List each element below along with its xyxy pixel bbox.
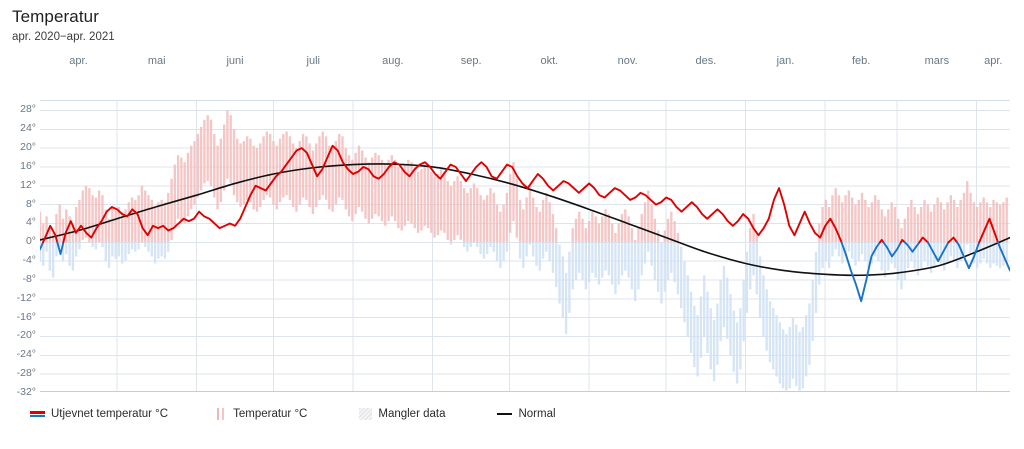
x-axis-tick-label: juni (226, 55, 244, 67)
x-axis-tick-label: jan. (776, 55, 795, 67)
y-axis-labels: 28° 24° 20° 16° 12° 8° 4° 0° -4° -8° -12° -16° -20° -… (0, 100, 36, 398)
y-axis-tick-label: 28° (20, 103, 36, 116)
chart-canvas (40, 101, 1010, 391)
y-axis-tick-label: 8° (25, 197, 36, 210)
y-axis-tick-label: 20° (20, 141, 36, 154)
y-axis-tick-label: -24° (16, 348, 36, 361)
chart-subtitle: apr. 2020−apr. 2021 (12, 31, 115, 43)
x-axis-tick-label: apr. (69, 55, 88, 67)
x-axis-tick-label: apr. (984, 55, 1003, 67)
x-axis-tick-label: sep. (460, 55, 482, 67)
y-axis-tick-label: -28° (16, 367, 36, 380)
x-axis-month-labels: apr. mai juni juli aug. sep. okt. nov. des. jan. f… (40, 52, 1010, 70)
y-axis-tick-label: -16° (16, 310, 36, 323)
x-axis-tick-label: feb. (851, 55, 871, 67)
page-title: Temperatur (12, 7, 99, 26)
y-axis-tick-label: -32° (16, 386, 36, 398)
x-axis-tick-label: okt. (540, 55, 559, 67)
range-bars-swatch (215, 408, 227, 420)
y-axis-tick-label: -8° (22, 272, 36, 285)
y-axis-tick-label: 16° (20, 159, 36, 172)
chart-legend: Utjevnet temperatur °C Temperatur °C Mangl… (30, 405, 556, 423)
y-axis-tick-label: -20° (16, 329, 36, 342)
plot-inner (40, 101, 1010, 391)
x-axis-tick-label: nov. (617, 55, 638, 67)
legend-item[interactable]: Mangler data (359, 407, 445, 421)
normal-curve-line (40, 163, 1010, 277)
legend-item-label: Temperatur °C (233, 408, 308, 420)
legend-item[interactable]: Utjevnet temperatur °C (30, 407, 168, 421)
legend-item[interactable]: Temperatur °C (215, 407, 307, 421)
plot-area[interactable] (40, 100, 1010, 392)
x-axis-tick-label: juli (306, 55, 321, 67)
missing-data-swatch (359, 408, 373, 420)
x-axis-tick-label: des. (695, 55, 717, 67)
y-axis-tick-label: 12° (20, 178, 36, 191)
temperature-range-bars (40, 110, 1008, 391)
y-axis-tick-label: -4° (22, 254, 36, 267)
smoothed-line-swatch (30, 410, 45, 418)
legend-item[interactable]: Normal (497, 407, 556, 421)
legend-item-label: Mangler data (378, 408, 446, 420)
x-axis-tick-label: aug. (382, 55, 404, 67)
smoothed-temperature-line (40, 144, 1010, 303)
legend-item-label: Normal (518, 408, 556, 420)
chart-header: Temperatur apr. 2020−apr. 2021 (12, 6, 115, 45)
x-axis-tick-label: mars (924, 55, 950, 67)
normal-line-swatch (497, 409, 513, 419)
legend-item-label: Utjevnet temperatur °C (51, 408, 169, 420)
y-axis-tick-label: -12° (16, 291, 36, 304)
y-axis-tick-label: 4° (25, 216, 36, 229)
y-axis-tick-label: 24° (20, 122, 36, 135)
y-axis-tick-label: 0° (25, 235, 36, 248)
x-axis-tick-label: mai (147, 55, 166, 67)
